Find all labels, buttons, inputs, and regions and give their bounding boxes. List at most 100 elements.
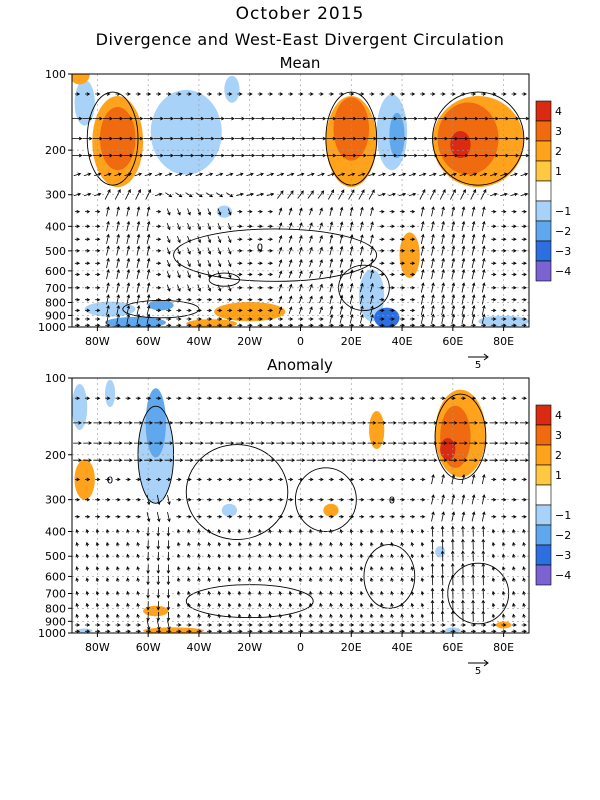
wind-vector — [298, 234, 303, 243]
wind-vector — [227, 541, 232, 547]
wind-vector — [390, 566, 394, 571]
shaded-region — [77, 628, 93, 633]
wind-vector — [318, 317, 324, 321]
wind-vector — [74, 514, 81, 519]
wind-vector — [450, 629, 456, 633]
wind-vector — [187, 271, 191, 279]
wind-vector — [74, 209, 81, 214]
wind-vector — [247, 308, 253, 313]
wind-vector — [339, 269, 344, 279]
wind-vector — [509, 458, 519, 462]
wind-vector — [420, 396, 426, 400]
wind-vector — [135, 92, 142, 96]
wind-vector — [298, 553, 303, 559]
wind-vector — [328, 396, 335, 400]
wind-vector — [186, 317, 192, 321]
wind-vector — [319, 234, 323, 243]
wind-vector — [135, 514, 142, 519]
wind-vector — [146, 206, 151, 217]
wind-vector — [349, 623, 355, 627]
wind-vector — [154, 458, 164, 462]
wind-vector — [156, 620, 161, 631]
wind-vector — [308, 514, 314, 519]
wind-vector — [309, 246, 313, 255]
wind-vector — [511, 629, 517, 633]
plot-area: 0 — [72, 74, 529, 327]
wind-vector — [319, 541, 323, 547]
wind-vector — [125, 92, 131, 96]
wind-vector — [441, 511, 445, 522]
wind-vector — [319, 553, 323, 559]
wind-vector — [370, 282, 374, 293]
wind-vector — [427, 153, 438, 158]
wind-vector — [349, 234, 354, 244]
wind-vector — [154, 421, 164, 425]
wind-vector — [346, 116, 357, 121]
wind-vector — [520, 172, 529, 177]
wind-vector — [126, 233, 131, 244]
wind-vector — [227, 590, 232, 596]
wind-vector — [389, 92, 395, 96]
wind-vector — [85, 297, 91, 302]
wind-vector — [257, 317, 263, 321]
wind-vector — [195, 172, 204, 177]
wind-vector — [420, 497, 426, 502]
wind-vector — [245, 421, 255, 425]
wind-vector — [369, 514, 375, 519]
wind-vector — [431, 473, 435, 485]
wind-vector — [114, 172, 122, 177]
wind-vector — [418, 458, 428, 462]
wind-vector — [348, 189, 355, 200]
wind-vector — [481, 245, 486, 256]
wind-vector — [156, 209, 162, 214]
wind-vector — [349, 269, 354, 279]
wind-vector — [400, 566, 404, 571]
shaded-region — [478, 315, 529, 327]
wind-vector — [288, 514, 294, 519]
wind-vector — [176, 297, 182, 302]
wind-vector — [83, 421, 93, 425]
wind-vector — [136, 541, 140, 547]
wind-vector — [278, 497, 284, 502]
wind-vector — [338, 623, 345, 627]
wind-vector — [255, 458, 265, 462]
wind-vector — [136, 282, 141, 293]
wind-vector — [207, 553, 211, 559]
wind-vector — [207, 541, 211, 547]
wind-vector — [187, 235, 191, 244]
wind-vector — [257, 224, 263, 229]
wind-vector — [247, 497, 253, 502]
wind-vector — [276, 172, 285, 177]
wind-vector — [479, 458, 489, 462]
wind-vector — [154, 441, 164, 445]
wind-vector — [309, 602, 313, 608]
wind-vector — [187, 247, 191, 255]
wind-vector — [399, 249, 406, 253]
wind-vector — [207, 235, 212, 244]
wind-vector — [521, 514, 527, 519]
wind-vector — [417, 153, 428, 158]
wind-vector — [380, 577, 384, 582]
wind-vector — [166, 589, 171, 599]
wind-vector — [115, 629, 121, 633]
wind-vector — [166, 308, 172, 313]
wind-vector — [298, 283, 303, 292]
wind-vector — [146, 304, 151, 316]
wind-vector — [267, 272, 274, 277]
wind-vector — [166, 611, 171, 622]
wind-vector — [491, 477, 497, 482]
wind-vector — [519, 421, 529, 425]
wind-vector — [248, 528, 252, 534]
wind-vector — [410, 629, 416, 633]
wind-vector — [74, 317, 81, 321]
wind-vector — [509, 421, 519, 425]
colorbar-swatch — [535, 504, 552, 526]
wind-vector — [177, 271, 181, 279]
wind-vector — [75, 553, 79, 559]
wind-vector — [245, 153, 256, 158]
wind-vector — [410, 396, 416, 400]
wind-vector — [95, 590, 100, 596]
wind-vector — [237, 553, 242, 559]
wind-vector — [501, 514, 507, 519]
wind-vector — [116, 602, 120, 608]
